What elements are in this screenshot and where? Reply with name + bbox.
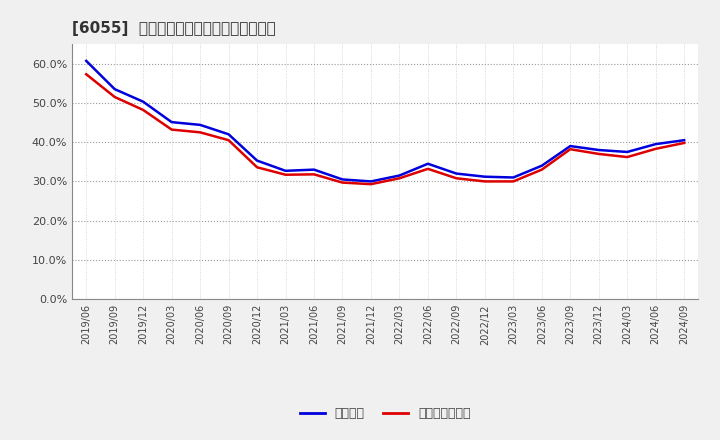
Text: [6055]  固定比率、固定長期適合率の推移: [6055] 固定比率、固定長期適合率の推移 [72,21,276,36]
固定比率 [82,58,91,63]
固定長期適合率 [167,127,176,132]
固定長期適合率 [139,107,148,113]
固定比率 [366,179,375,184]
固定長期適合率 [196,130,204,135]
固定長期適合率 [282,172,290,177]
Line: 固定長期適合率: 固定長期適合率 [86,74,684,184]
固定比率 [110,87,119,92]
固定比率 [423,161,432,166]
固定比率 [680,138,688,143]
固定比率 [652,142,660,147]
固定長期適合率 [652,146,660,151]
固定長期適合率 [452,176,461,181]
固定比率 [395,173,404,178]
固定長期適合率 [480,179,489,184]
固定長期適合率 [595,151,603,157]
固定比率 [139,99,148,104]
固定長期適合率 [680,140,688,146]
固定比率 [338,177,347,182]
固定比率 [253,158,261,163]
固定比率 [595,147,603,153]
固定長期適合率 [338,180,347,185]
固定比率 [509,175,518,180]
固定比率 [480,174,489,180]
固定長期適合率 [253,165,261,170]
固定長期適合率 [509,179,518,184]
固定長期適合率 [623,154,631,160]
固定比率 [196,122,204,128]
固定比率 [452,171,461,176]
固定比率 [282,168,290,173]
固定比率 [537,163,546,169]
固定比率 [623,149,631,154]
固定長期適合率 [110,94,119,99]
固定比率 [566,143,575,149]
固定比率 [167,120,176,125]
固定長期適合率 [225,138,233,143]
固定比率 [310,167,318,172]
固定長期適合率 [566,147,575,152]
固定長期適合率 [537,167,546,172]
固定長期適合率 [366,182,375,187]
固定長期適合率 [310,172,318,177]
固定長期適合率 [82,72,91,77]
Legend: 固定比率, 固定長期適合率: 固定比率, 固定長期適合率 [294,403,476,425]
固定比率 [225,132,233,137]
固定長期適合率 [395,176,404,181]
固定長期適合率 [423,166,432,172]
Line: 固定比率: 固定比率 [86,61,684,181]
